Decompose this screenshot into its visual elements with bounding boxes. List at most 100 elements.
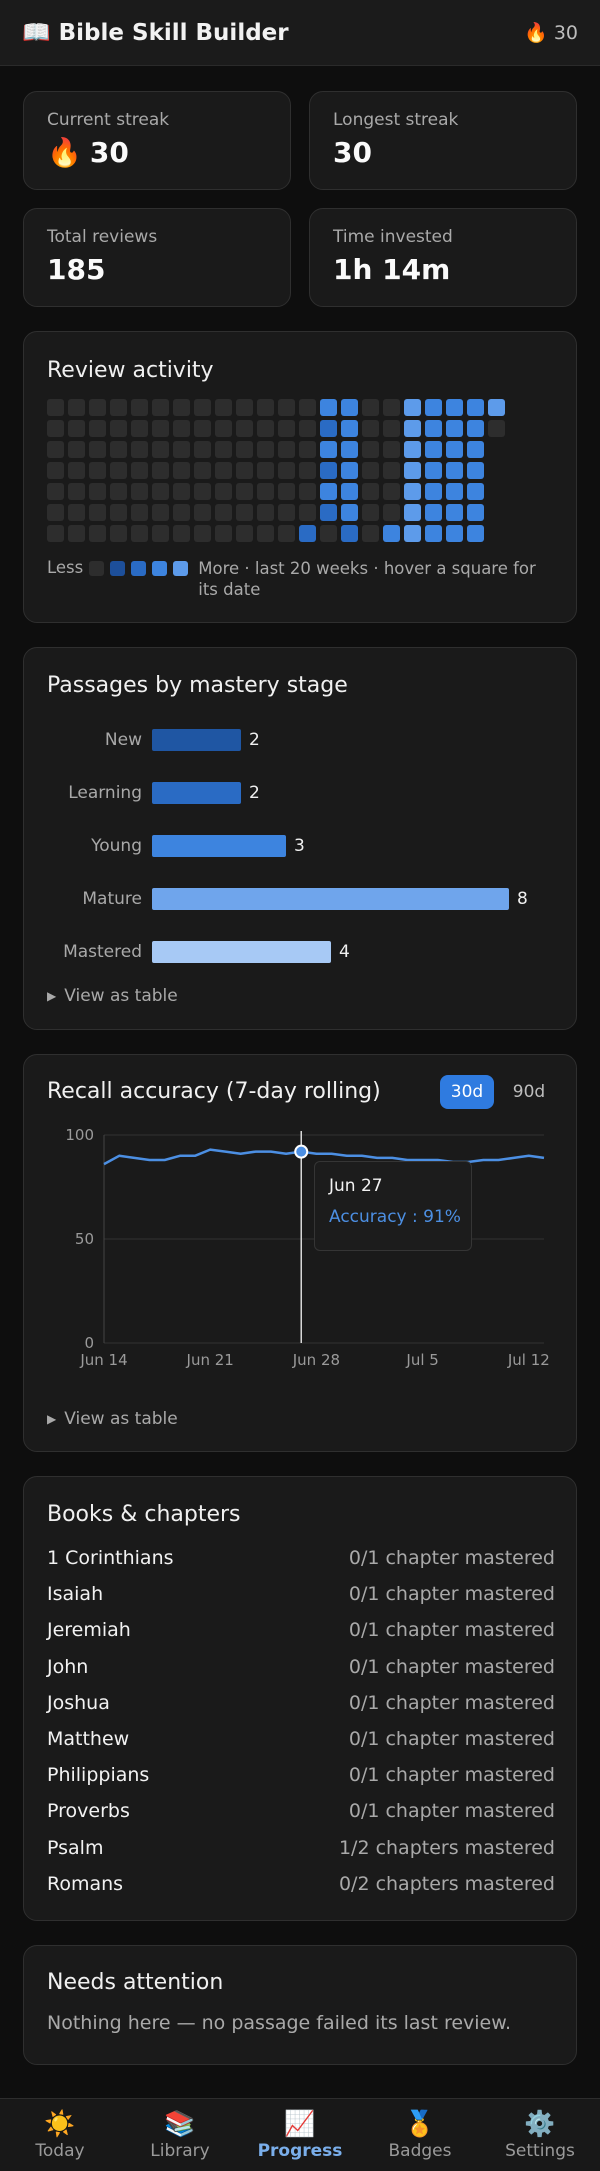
nav-tab-library[interactable]: 📚 Library	[120, 2099, 240, 2171]
range-30d-button[interactable]: 30d	[440, 1075, 494, 1109]
heatmap-day-cell[interactable]	[362, 525, 379, 542]
heatmap-day-cell[interactable]	[467, 525, 484, 542]
heatmap-day-cell[interactable]	[152, 420, 169, 437]
heatmap-day-cell[interactable]	[320, 483, 337, 500]
heatmap-day-cell[interactable]	[320, 420, 337, 437]
heatmap-day-cell[interactable]	[89, 441, 106, 458]
heatmap-day-cell[interactable]	[446, 462, 463, 479]
heatmap-day-cell[interactable]	[299, 525, 316, 542]
heatmap-day-cell[interactable]	[131, 420, 148, 437]
book-row[interactable]: Joshua 0/1 chapter mastered	[47, 1692, 555, 1714]
book-row[interactable]: Romans 0/2 chapters mastered	[47, 1873, 555, 1895]
range-90d-button[interactable]: 90d	[512, 1082, 546, 1102]
heatmap-day-cell[interactable]	[47, 525, 64, 542]
heatmap-day-cell[interactable]	[236, 525, 253, 542]
heatmap-day-cell[interactable]	[68, 504, 85, 521]
heatmap-day-cell[interactable]	[110, 483, 127, 500]
heatmap-day-cell[interactable]	[383, 399, 400, 416]
heatmap-day-cell[interactable]	[446, 420, 463, 437]
heatmap-day-cell[interactable]	[194, 462, 211, 479]
heatmap-day-cell[interactable]	[278, 399, 295, 416]
heatmap-day-cell[interactable]	[47, 462, 64, 479]
heatmap-day-cell[interactable]	[257, 525, 274, 542]
heatmap-day-cell[interactable]	[446, 441, 463, 458]
heatmap-day-cell[interactable]	[194, 483, 211, 500]
heatmap-day-cell[interactable]	[47, 399, 64, 416]
nav-tab-today[interactable]: ☀️ Today	[0, 2099, 120, 2171]
heatmap-day-cell[interactable]	[446, 525, 463, 542]
heatmap-day-cell[interactable]	[215, 504, 232, 521]
heatmap-day-cell[interactable]	[320, 441, 337, 458]
nav-tab-progress[interactable]: 📈 Progress	[240, 2099, 360, 2171]
heatmap-day-cell[interactable]	[152, 399, 169, 416]
heatmap-day-cell[interactable]	[194, 441, 211, 458]
heatmap-day-cell[interactable]	[173, 399, 190, 416]
heatmap-day-cell[interactable]	[89, 462, 106, 479]
heatmap-day-cell[interactable]	[404, 462, 421, 479]
heatmap-day-cell[interactable]	[89, 504, 106, 521]
heatmap-day-cell[interactable]	[131, 462, 148, 479]
heatmap-day-cell[interactable]	[68, 441, 85, 458]
heatmap-day-cell[interactable]	[173, 525, 190, 542]
heatmap-day-cell[interactable]	[236, 399, 253, 416]
heatmap-day-cell[interactable]	[236, 483, 253, 500]
heatmap-day-cell[interactable]	[215, 525, 232, 542]
heatmap-day-cell[interactable]	[362, 441, 379, 458]
heatmap-day-cell[interactable]	[299, 462, 316, 479]
heatmap-day-cell[interactable]	[173, 504, 190, 521]
accuracy-view-as-table[interactable]: ▶ View as table	[47, 1409, 178, 1429]
heatmap-day-cell[interactable]	[278, 420, 295, 437]
heatmap-day-cell[interactable]	[215, 420, 232, 437]
heatmap-day-cell[interactable]	[68, 420, 85, 437]
heatmap-day-cell[interactable]	[362, 399, 379, 416]
heatmap-day-cell[interactable]	[425, 462, 442, 479]
book-row[interactable]: Matthew 0/1 chapter mastered	[47, 1728, 555, 1750]
mastery-view-as-table[interactable]: ▶ View as table	[47, 986, 178, 1006]
heatmap-day-cell[interactable]	[320, 462, 337, 479]
heatmap-day-cell[interactable]	[110, 420, 127, 437]
heatmap-day-cell[interactable]	[299, 504, 316, 521]
heatmap-day-cell[interactable]	[320, 504, 337, 521]
heatmap-day-cell[interactable]	[194, 420, 211, 437]
heatmap-day-cell[interactable]	[194, 525, 211, 542]
heatmap-day-cell[interactable]	[383, 483, 400, 500]
book-row[interactable]: Proverbs 0/1 chapter mastered	[47, 1800, 555, 1822]
heatmap-day-cell[interactable]	[173, 441, 190, 458]
heatmap-day-cell[interactable]	[488, 420, 505, 437]
heatmap-day-cell[interactable]	[404, 441, 421, 458]
heatmap-day-cell[interactable]	[257, 483, 274, 500]
heatmap-day-cell[interactable]	[152, 483, 169, 500]
heatmap-day-cell[interactable]	[131, 483, 148, 500]
heatmap-day-cell[interactable]	[152, 504, 169, 521]
heatmap-day-cell[interactable]	[383, 441, 400, 458]
heatmap-day-cell[interactable]	[152, 441, 169, 458]
heatmap-day-cell[interactable]	[467, 483, 484, 500]
heatmap-day-cell[interactable]	[131, 441, 148, 458]
heatmap-day-cell[interactable]	[341, 504, 358, 521]
heatmap-day-cell[interactable]	[47, 441, 64, 458]
heatmap-day-cell[interactable]	[173, 462, 190, 479]
heatmap-day-cell[interactable]	[404, 525, 421, 542]
heatmap-day-cell[interactable]	[278, 483, 295, 500]
book-row[interactable]: Isaiah 0/1 chapter mastered	[47, 1583, 555, 1605]
heatmap-day-cell[interactable]	[110, 525, 127, 542]
heatmap-day-cell[interactable]	[110, 441, 127, 458]
heatmap-day-cell[interactable]	[341, 420, 358, 437]
heatmap-day-cell[interactable]	[383, 525, 400, 542]
heatmap-day-cell[interactable]	[320, 399, 337, 416]
heatmap-day-cell[interactable]	[425, 420, 442, 437]
heatmap-day-cell[interactable]	[425, 441, 442, 458]
heatmap-day-cell[interactable]	[194, 504, 211, 521]
heatmap-day-cell[interactable]	[236, 462, 253, 479]
heatmap-day-cell[interactable]	[299, 420, 316, 437]
heatmap-day-cell[interactable]	[446, 504, 463, 521]
heatmap-day-cell[interactable]	[47, 483, 64, 500]
book-row[interactable]: 1 Corinthians 0/1 chapter mastered	[47, 1547, 555, 1569]
heatmap-day-cell[interactable]	[215, 441, 232, 458]
heatmap-day-cell[interactable]	[89, 399, 106, 416]
heatmap-day-cell[interactable]	[362, 504, 379, 521]
heatmap-day-cell[interactable]	[257, 441, 274, 458]
heatmap-day-cell[interactable]	[89, 525, 106, 542]
heatmap-day-cell[interactable]	[257, 420, 274, 437]
heatmap-day-cell[interactable]	[341, 483, 358, 500]
